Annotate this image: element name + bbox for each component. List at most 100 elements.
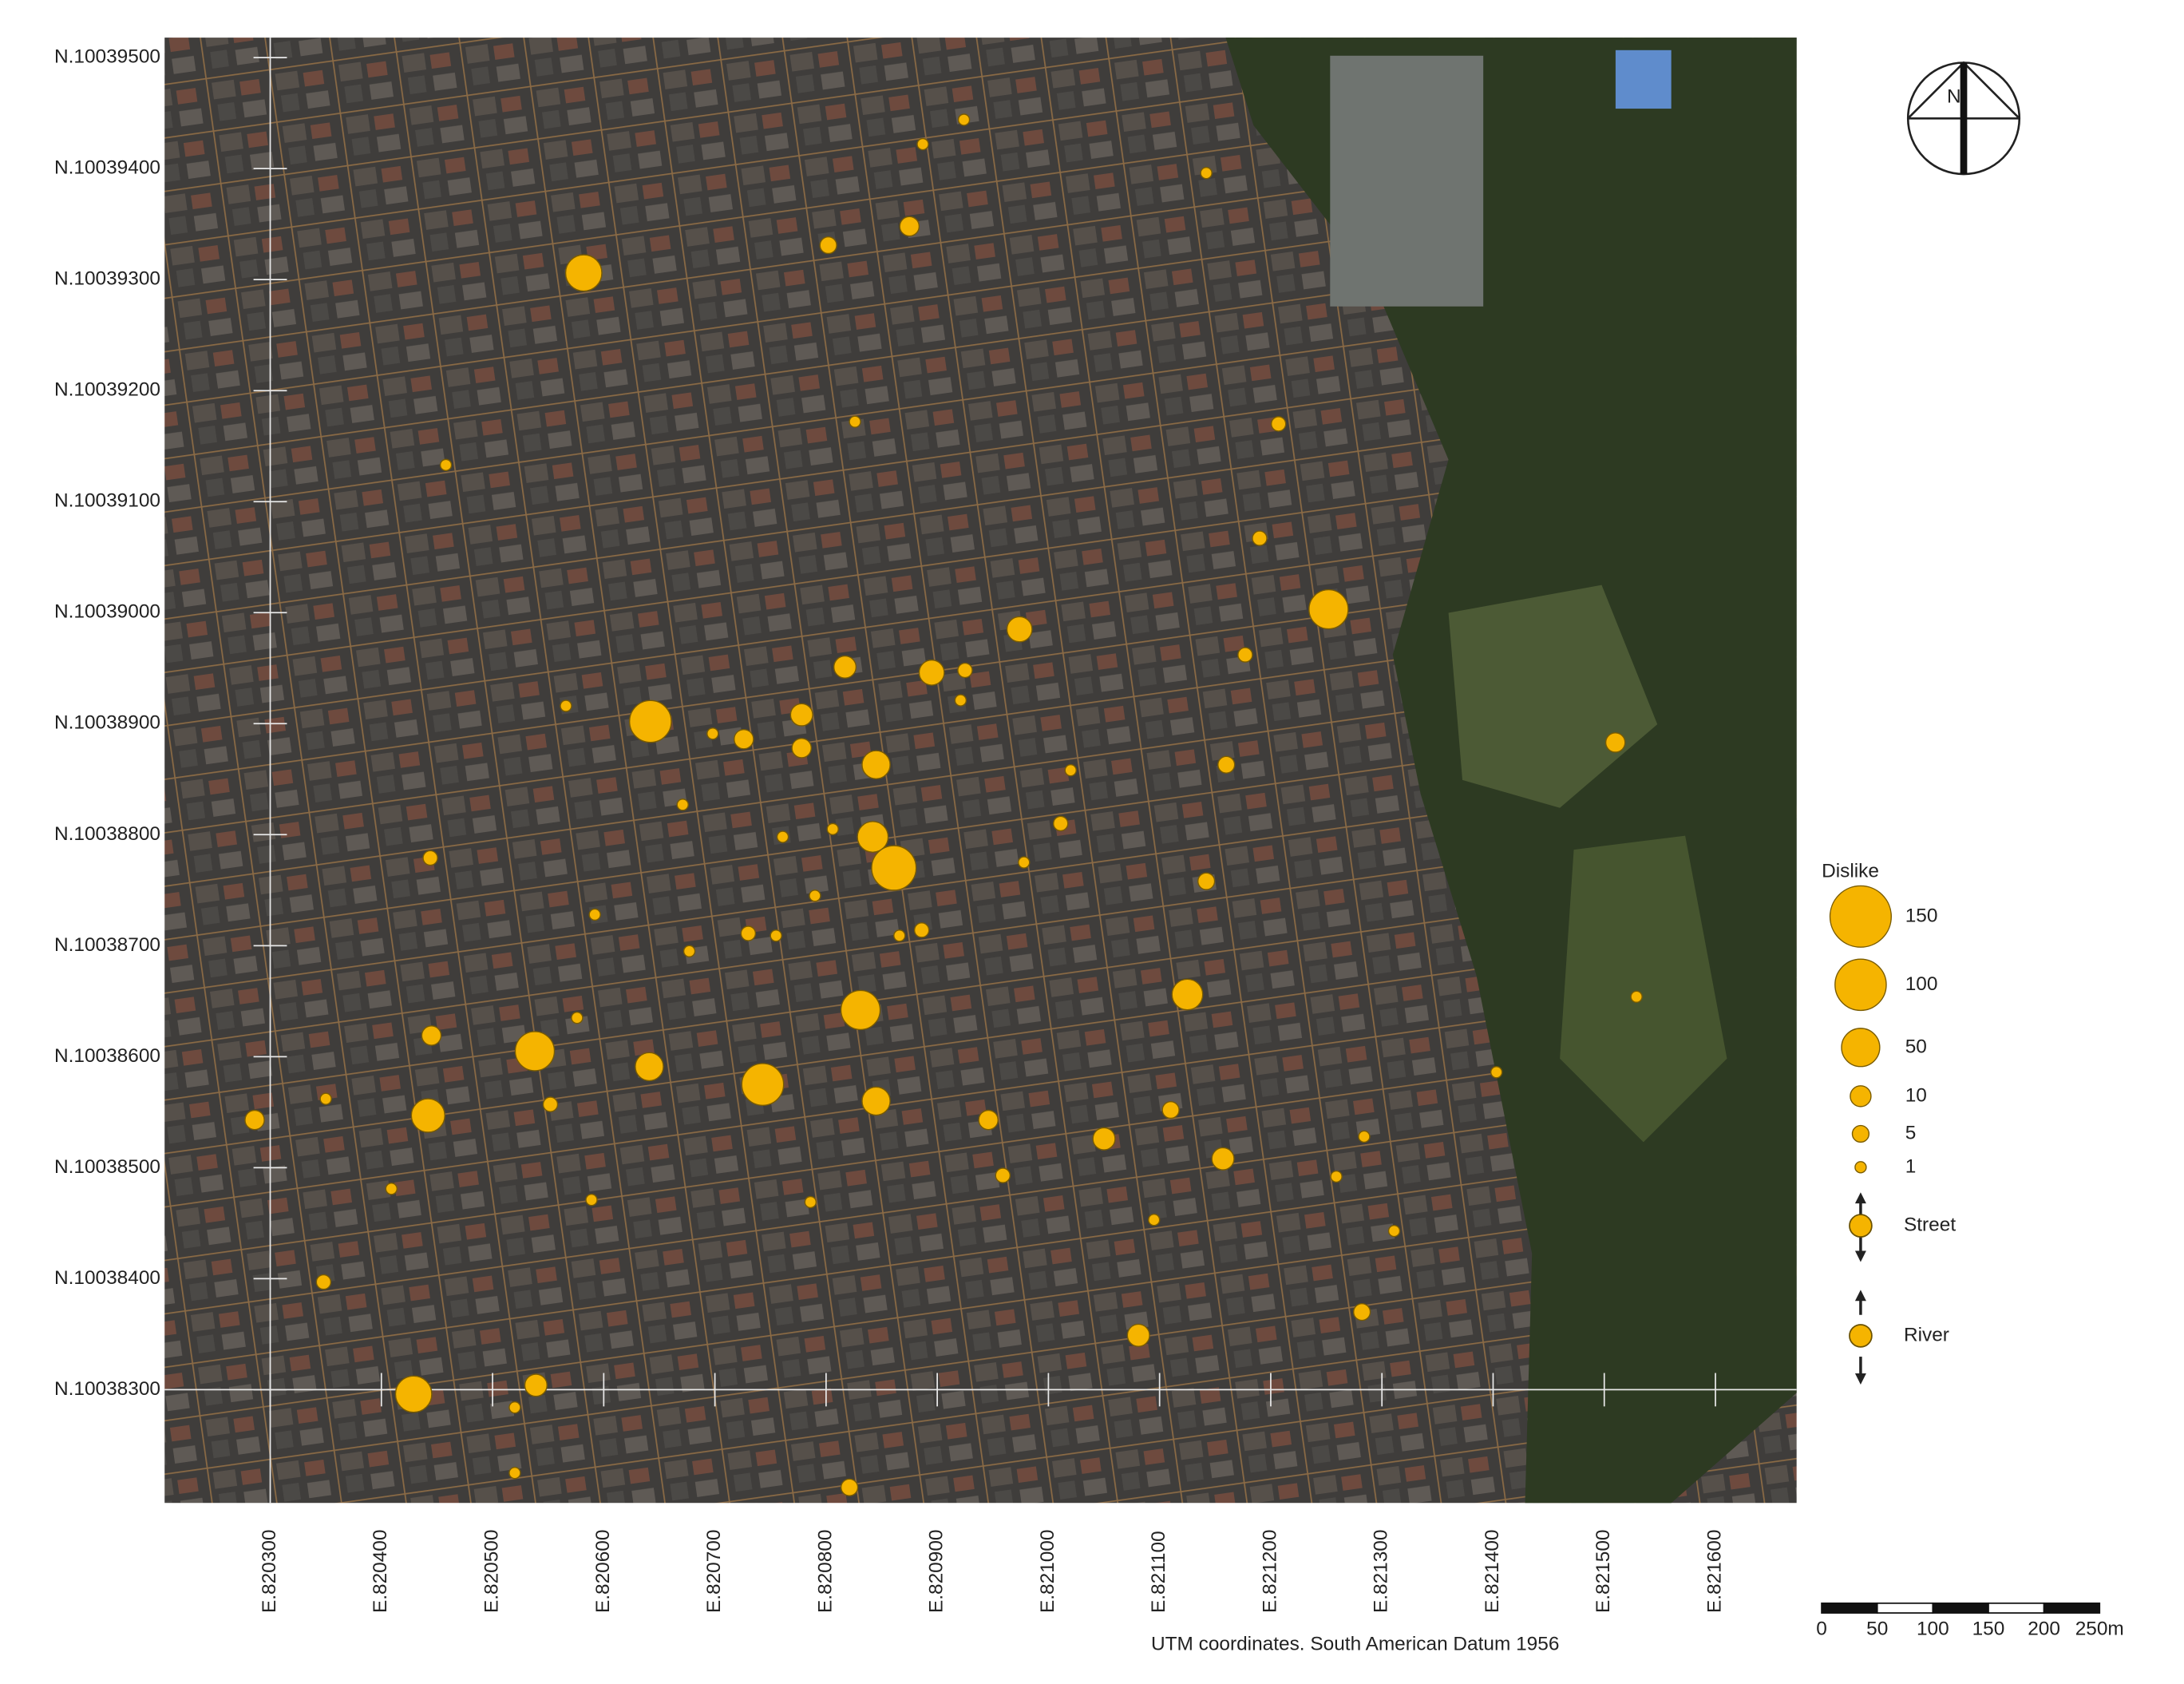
y-tick-label: N.10039300 <box>54 268 160 290</box>
axes: E.820300 E.820400 E.820500 E.820600 E.820700… <box>54 38 1797 1613</box>
scale-bar-segment <box>1932 1602 1989 1614</box>
bubble <box>1197 872 1216 890</box>
bubble <box>564 254 603 292</box>
bubble <box>1330 1170 1343 1183</box>
bubble <box>978 1109 999 1131</box>
bubble <box>1064 763 1077 777</box>
y-tick-label: N.10039500 <box>54 46 160 68</box>
bubble <box>995 1167 1011 1183</box>
scale-bar-segment <box>1988 1602 2045 1614</box>
bubble <box>1217 755 1236 774</box>
bubble <box>1490 1066 1503 1079</box>
scale-bar-segment <box>1821 1602 1878 1614</box>
scale-bar-label: 0 <box>1816 1618 1827 1639</box>
bubble <box>1092 1127 1116 1151</box>
bubble <box>524 1373 548 1397</box>
bubble <box>826 822 839 836</box>
bubble <box>635 1052 664 1082</box>
scale-bar-label: 250m <box>2075 1618 2124 1639</box>
bubble <box>849 415 861 428</box>
scale-bar-label: 150 <box>1972 1618 2005 1639</box>
legend-label: 10 <box>1905 1084 1927 1106</box>
scale-bar-segment <box>1876 1602 1934 1614</box>
bubble <box>740 925 757 941</box>
north-label: N <box>1947 86 1961 108</box>
bubble <box>770 929 782 942</box>
x-tick-label: E.820400 <box>370 1530 391 1614</box>
bubble <box>954 694 967 707</box>
legend-label: Street <box>1904 1214 1956 1236</box>
legend-river-symbol <box>1849 1290 1873 1385</box>
y-tick-label: N.10038900 <box>54 712 160 734</box>
x-tick-label: E.821600 <box>1703 1530 1725 1614</box>
bubble <box>1308 588 1349 630</box>
y-tick-label: N.10038400 <box>54 1267 160 1289</box>
y-tick-label: N.10038800 <box>54 823 160 845</box>
bubble <box>571 1012 584 1024</box>
x-tick-label: E.821500 <box>1592 1530 1614 1614</box>
bubble <box>421 1025 442 1046</box>
legend-title: Dislike <box>1822 860 1879 882</box>
bubble <box>588 908 601 921</box>
bubble <box>422 850 438 866</box>
bubble <box>857 821 889 853</box>
bubble <box>741 1063 785 1106</box>
x-tick-label: E.821200 <box>1259 1530 1280 1614</box>
legend-label: 50 <box>1905 1036 1927 1057</box>
bubble <box>542 1096 559 1112</box>
bubble <box>833 655 857 679</box>
x-tick-label: E.820600 <box>592 1530 614 1614</box>
bubble <box>1353 1302 1371 1321</box>
bubble <box>1053 815 1069 832</box>
legend-bubble <box>1829 885 1892 948</box>
aerial-image <box>164 38 1797 1504</box>
bubble <box>628 699 672 743</box>
x-tick-label: E.821000 <box>1037 1530 1058 1614</box>
legend-bubble <box>1841 1028 1881 1068</box>
bubble <box>1387 1224 1401 1238</box>
y-tick-label: N.10039100 <box>54 490 160 512</box>
bubble <box>1171 978 1204 1011</box>
x-tick-label: E.821400 <box>1482 1530 1503 1614</box>
bubble <box>319 1092 332 1105</box>
bubble <box>560 699 572 712</box>
legend-label: 100 <box>1905 973 1938 995</box>
scale-bar-segment <box>2043 1602 2101 1614</box>
x-tick-label: E.821300 <box>1371 1530 1392 1614</box>
bubble <box>809 890 821 902</box>
legend-bubble <box>1850 1085 1872 1107</box>
legend-label: River <box>1904 1324 1949 1345</box>
legend-bubble <box>1854 1161 1867 1174</box>
bubble <box>244 1109 265 1131</box>
bubble <box>1270 416 1287 432</box>
legend-label: 150 <box>1905 905 1938 926</box>
bubble <box>508 1401 521 1414</box>
x-tick-label: E.820800 <box>814 1530 836 1614</box>
bubble <box>1211 1147 1235 1171</box>
bubble <box>861 1086 891 1116</box>
bubble <box>1630 990 1643 1003</box>
bubble <box>706 727 719 740</box>
bubble <box>410 1098 445 1133</box>
x-tick-label: E.820700 <box>703 1530 725 1614</box>
bubble <box>676 798 689 811</box>
bubble <box>385 1183 398 1195</box>
bubbles <box>244 113 1643 1496</box>
bubble <box>1161 1100 1180 1119</box>
scale-bar: 0 50 100 150 200 250m <box>1816 1602 2124 1639</box>
bubble <box>791 738 813 759</box>
legend-label: 5 <box>1905 1122 1917 1143</box>
x-tick-label: E.821100 <box>1148 1531 1169 1613</box>
bubble <box>840 1478 859 1496</box>
bubble <box>957 113 971 126</box>
bubble <box>840 989 881 1031</box>
bubble <box>957 662 973 679</box>
bubble <box>508 1467 521 1480</box>
y-tick-label: N.10038300 <box>54 1378 160 1400</box>
scale-bar-label: 50 <box>1866 1618 1888 1639</box>
bubble <box>439 458 453 472</box>
north-arrow: N <box>1906 61 2021 176</box>
bubble <box>819 236 837 255</box>
bubble <box>315 1274 332 1290</box>
